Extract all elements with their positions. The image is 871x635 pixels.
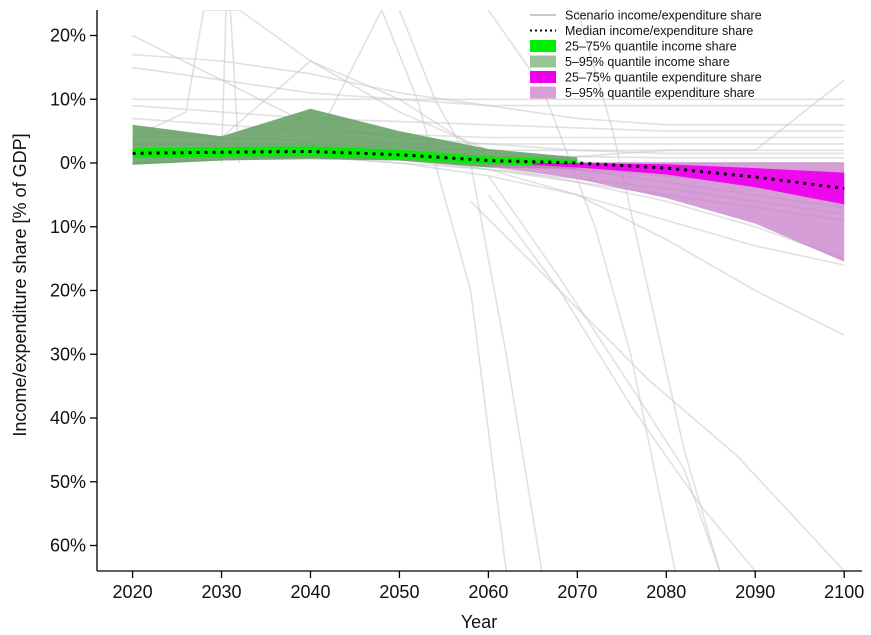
legend-swatch (530, 86, 556, 99)
legend-label: 5–95% quantile expenditure share (565, 86, 755, 100)
y-tick-label: 20% (50, 26, 86, 46)
legend-entry-1: Scenario income/expenditure share (530, 9, 762, 23)
scenario-line-24 (487, 194, 756, 571)
x-tick-label: 2080 (646, 582, 686, 602)
income-25-75-band (132, 146, 578, 167)
x-axis-title: Year (461, 612, 497, 632)
y-tick-label: 10% (50, 217, 86, 237)
y-axis-title: Income/expenditure share [% of GDP] (10, 133, 30, 436)
median-series (132, 149, 845, 190)
legend: Scenario income/expenditure shareMedian … (530, 9, 762, 100)
x-tick-label: 2020 (113, 582, 153, 602)
legend-entry-4: 5–95% quantile income share (530, 55, 730, 69)
x-tick-label: 2100 (824, 582, 864, 602)
legend-entry-3: 25–75% quantile income share (530, 40, 737, 54)
legend-entry-2: Median income/expenditure share (530, 24, 753, 38)
scenario-line-19 (132, 10, 489, 152)
y-tick-label: 10% (50, 89, 86, 109)
y-tick-label: 50% (50, 472, 86, 492)
x-tick-label: 2030 (202, 582, 242, 602)
quantile-bands (132, 108, 845, 262)
scenario-line-26 (576, 10, 721, 571)
scenario-line-3 (132, 66, 845, 107)
axes: 20% 10% 0% 10% 20% 30% 40% 50% 60% 2020 2030 2040 20… (50, 10, 864, 602)
legend-swatch (530, 55, 556, 68)
y-tick-label: 20% (50, 281, 86, 301)
y-tick-label: 0% (60, 153, 86, 173)
x-tick-label: 2070 (557, 582, 597, 602)
x-tick-label: 2040 (290, 582, 330, 602)
legend-entry-6: 5–95% quantile expenditure share (530, 86, 755, 100)
legend-swatch (530, 71, 556, 83)
x-tick-label: 2050 (379, 582, 419, 602)
scenario-line-27 (220, 10, 241, 164)
legend-entry-5: 25–75% quantile expenditure share (530, 71, 762, 85)
expenditure-25-75-band (532, 163, 845, 205)
x-tick-label: 2090 (735, 582, 775, 602)
legend-label: 5–95% quantile income share (565, 55, 730, 69)
y-tick-label: 30% (50, 344, 86, 364)
x-tick-label: 2060 (468, 582, 508, 602)
legend-label: 25–75% quantile income share (565, 40, 737, 54)
scenario-line-25 (470, 200, 845, 571)
scenario-line-6 (132, 117, 845, 139)
legend-label: Median income/expenditure share (565, 24, 753, 38)
scenario-line-23 (487, 175, 721, 571)
plot-area (132, 10, 845, 571)
median-line (132, 149, 845, 190)
legend-label: 25–75% quantile expenditure share (565, 71, 762, 85)
scenario-line-5 (132, 104, 845, 132)
expenditure-5-95-band (488, 162, 845, 262)
legend-label: Scenario income/expenditure share (565, 9, 762, 23)
legend-swatch (530, 40, 556, 52)
y-tick-label: 40% (50, 408, 86, 428)
y-tick-label: 60% (50, 536, 86, 556)
